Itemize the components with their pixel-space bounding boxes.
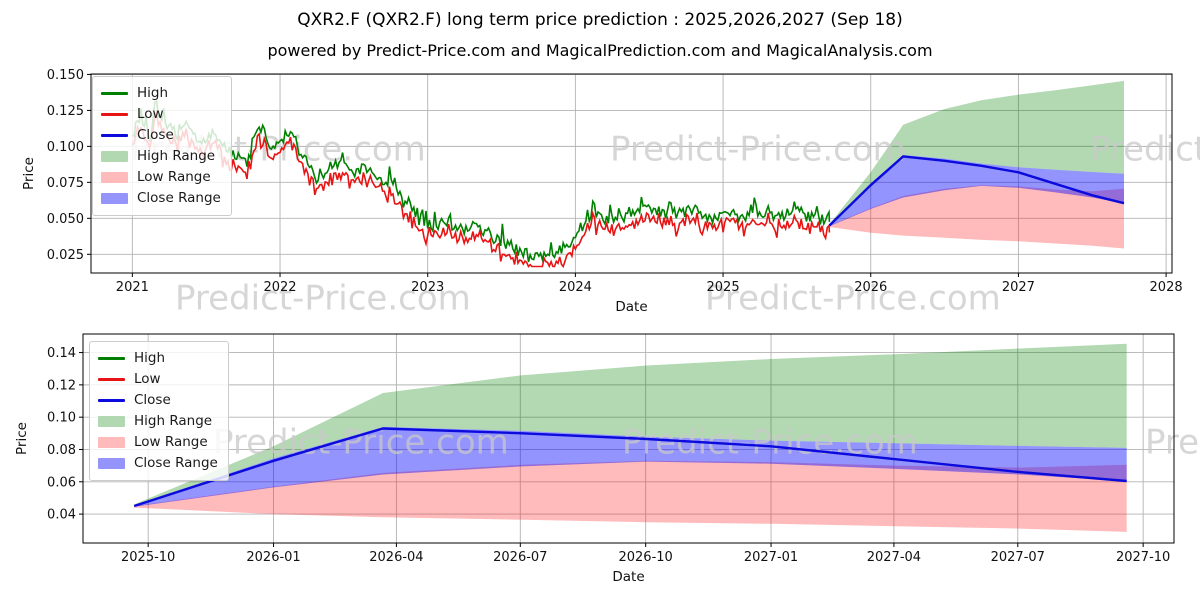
legend-item-low-range: Low Range (101, 167, 221, 188)
plot-border (90, 73, 1173, 274)
legend-swatch-line (101, 92, 128, 95)
x-tick-label: 2026-10 (618, 550, 672, 565)
y-tick-label: 0.150 (47, 68, 84, 83)
legend-item-close: Close (98, 390, 218, 411)
legend-label: Low Range (137, 168, 211, 185)
y-tick-label: 0.125 (47, 104, 84, 119)
y-tick-label: 0.10 (47, 411, 76, 426)
legend-item-high: High (98, 348, 218, 369)
y-tick-label: 0.100 (47, 140, 84, 155)
low-range-area (829, 185, 1124, 249)
low-range-area (134, 460, 1127, 532)
y-axis-label: Price (21, 157, 37, 190)
legend-label: Close (134, 391, 171, 408)
watermark-text: Predict-Price.com (213, 423, 509, 463)
high-line-series (131, 99, 831, 263)
legend-swatch-patch (98, 416, 125, 427)
x-tick-label: 2027-01 (744, 550, 798, 565)
legend-item-high-range: High Range (101, 146, 221, 167)
legend-label: High (137, 84, 169, 101)
legend-swatch-line (101, 134, 128, 137)
x-tick-label: 2028 (1150, 280, 1183, 295)
plot-border (82, 333, 1175, 544)
close-prediction-line (133, 427, 1127, 508)
watermark-text: Predict-Price.com (175, 279, 471, 319)
legend-swatch-patch (98, 458, 125, 469)
legend-swatch-line (98, 399, 125, 402)
high-range-area (134, 343, 1127, 506)
x-tick-label: 2023 (411, 280, 444, 295)
legend-label: High Range (134, 412, 213, 429)
close-range-area (134, 426, 1127, 507)
legend-swatch-patch (101, 193, 128, 204)
x-tick-label: 2025 (707, 280, 740, 295)
watermark-text: Predict-Price.com (610, 130, 906, 170)
x-tick-label: 2026-04 (369, 550, 423, 565)
legend-label: Close Range (137, 189, 221, 206)
x-tick-label: 2026-01 (246, 550, 300, 565)
legend-label: Low Range (134, 433, 208, 450)
y-tick-label: 0.12 (47, 378, 76, 393)
y-axis-label: Price (14, 422, 30, 455)
x-tick-label: 2022 (263, 280, 296, 295)
legend-item-close-range: Close Range (98, 453, 218, 474)
y-tick-label: 0.06 (47, 475, 76, 490)
legend-label: High (134, 349, 166, 366)
y-tick-label: 0.04 (47, 508, 76, 523)
legend-swatch-line (98, 357, 125, 360)
legend-label: Low (137, 105, 164, 122)
y-tick-label: 0.025 (47, 248, 84, 263)
high-range-area (829, 80, 1124, 225)
legend-item-low: Low (98, 369, 218, 390)
x-axis-label: Date (615, 299, 647, 315)
x-tick-label: 2027-07 (991, 550, 1045, 565)
legend-swatch-patch (101, 151, 128, 162)
prediction-zoom-chart: Predict-Price.comPredict-Price.comPredic… (14, 333, 1200, 585)
legend-main: High Low Close High Range Low Range Close Ran… (92, 76, 232, 216)
watermark-text: Predict-Price.com (1145, 423, 1200, 463)
legend-item-high: High (101, 83, 221, 104)
watermark-text: Predict-Price.com (705, 279, 1001, 319)
legend-swatch-line (101, 113, 128, 116)
legend-item-low: Low (101, 104, 221, 125)
x-tick-label: 2027-04 (867, 550, 921, 565)
legend-item-low-range: Low Range (98, 432, 218, 453)
legend-label: High Range (137, 147, 216, 164)
page-subtitle: powered by Predict-Price.com and Magical… (267, 41, 933, 60)
y-tick-label: 0.050 (47, 212, 84, 227)
y-tick-label: 0.075 (47, 176, 84, 191)
x-axis-label: Date (612, 569, 644, 585)
legend-zoom: High Low Close High Range Low Range Close Ran… (89, 341, 229, 481)
legend-label: Close (137, 126, 174, 143)
x-tick-label: 2026-07 (493, 550, 547, 565)
legend-swatch-patch (98, 437, 125, 448)
x-tick-label: 2021 (116, 280, 149, 295)
x-tick-label: 2025-10 (121, 550, 175, 565)
page-title: QXR2.F (QXR2.F) long term price predicti… (297, 10, 903, 30)
low-line-series (131, 109, 831, 269)
x-tick-label: 2027 (1002, 280, 1035, 295)
watermark-text: Predict-Price.com (1090, 130, 1200, 170)
close-prediction-line (828, 155, 1125, 227)
legend-item-close-range: Close Range (101, 188, 221, 209)
legend-item-high-range: High Range (98, 411, 218, 432)
x-tick-label: 2026 (854, 280, 887, 295)
x-tick-label: 2027-10 (1116, 550, 1170, 565)
legend-label: Close Range (134, 454, 218, 471)
x-tick-label: 2024 (559, 280, 592, 295)
legend-label: Low (134, 370, 161, 387)
legend-swatch-patch (101, 172, 128, 183)
close-range-area (829, 155, 1124, 227)
legend-item-close: Close (101, 125, 221, 146)
y-tick-label: 0.08 (47, 443, 76, 458)
y-tick-label: 0.14 (47, 346, 76, 361)
legend-swatch-line (98, 378, 125, 381)
